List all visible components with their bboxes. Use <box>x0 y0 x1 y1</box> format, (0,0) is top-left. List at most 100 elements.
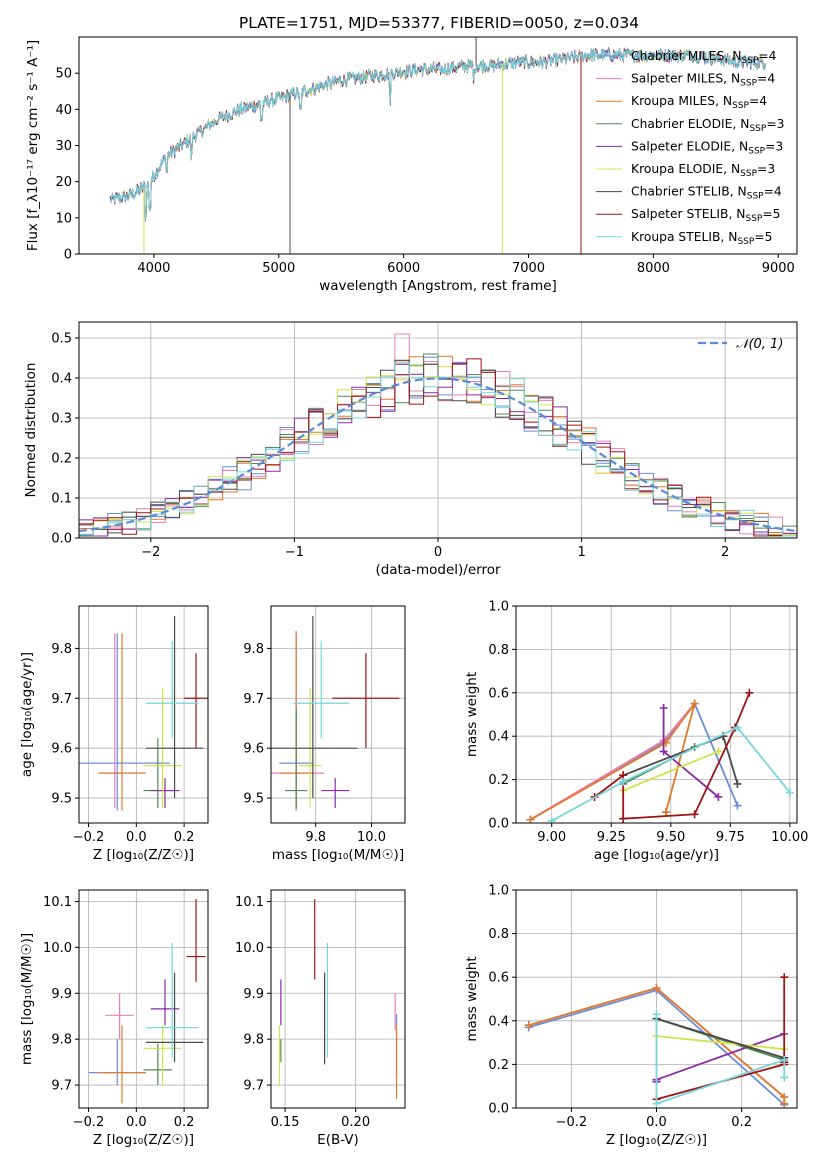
z_age-frame <box>78 605 209 824</box>
age_weight-marker <box>733 723 742 732</box>
spectrum-legend-label: Kroupa STELIB, NSSP=5 <box>631 230 772 247</box>
z_weight-series-kroupa_stelib <box>652 1010 789 1108</box>
age_weight-xtick-label: 10.00 <box>771 830 808 845</box>
z_age-xtick-label: 0.0 <box>126 830 147 845</box>
age_weight-frame <box>515 605 798 824</box>
ebv_mass-ytick-label: 10.0 <box>235 941 264 956</box>
z_weight-marker <box>780 1073 789 1082</box>
z_age-errorbar-chabrier_miles <box>79 633 170 811</box>
z_mass-xtick-label: −0.2 <box>73 1115 105 1130</box>
z_weight-frame <box>515 889 798 1109</box>
z_age-ytick-label: 9.7 <box>51 692 72 707</box>
spectrum-xlabel: wavelength [Angstrom, rest frame] <box>319 278 557 294</box>
mass_age-frame <box>270 605 406 824</box>
spectrum-xtick-label: 6000 <box>387 261 420 276</box>
age_weight-series-salpeter_elodie <box>659 703 723 801</box>
z_weight-ytick-label: 1.0 <box>488 884 509 899</box>
age_weight-marker <box>526 815 535 823</box>
residuals-ytick-label: 0.1 <box>51 492 72 507</box>
age_weight-marker <box>547 816 556 823</box>
spectrum-ytick-label: 20 <box>55 175 72 190</box>
residuals-legend-label: 𝒩(0, 1) <box>736 337 783 352</box>
residuals-ytick-label: 0.2 <box>51 452 72 467</box>
ebv_mass-ytick-label: 9.7 <box>243 1079 264 1094</box>
z_age-errorbar-chabrier_stelib <box>145 615 204 799</box>
residuals-ytick-label: 0.5 <box>51 332 72 347</box>
age_weight-marker <box>714 747 723 756</box>
mass_age-xlabel: mass [log₁₀(M/M☉)] <box>272 847 404 863</box>
age_weight-xtick-label: 9.25 <box>597 830 626 845</box>
residuals-normal-curve <box>79 377 797 533</box>
z_age-xtick-label: −0.2 <box>73 830 105 845</box>
z_weight-ytick-label: 0.8 <box>488 927 509 942</box>
age_weight-line <box>594 692 751 820</box>
ebv_mass-xlabel: E(B-V) <box>317 1132 359 1148</box>
residuals-hist-chabrier_stelib <box>79 359 797 537</box>
z_weight-marker <box>780 973 789 982</box>
z_mass-xtick-label: 0.2 <box>174 1115 195 1130</box>
spectrum-legend-entry: Salpeter STELIB, NSSP=5 <box>596 207 781 224</box>
z_weight-marker <box>524 1021 533 1030</box>
z_mass-errorbar-kroupa_stelib <box>145 942 199 1058</box>
age_weight-marker <box>690 810 699 819</box>
age_weight-marker <box>662 808 671 817</box>
residuals-xtick-label: 1 <box>577 545 585 560</box>
z_weight-ytick-label: 0.0 <box>488 1102 509 1117</box>
spectrum-ylabel: Flux [f_λ10⁻¹⁷ erg cm⁻² s⁻¹ A⁻¹] <box>25 40 41 251</box>
age_weight-line <box>551 726 791 822</box>
z_age-errorbar-salpeter_stelib <box>184 653 208 749</box>
age_weight-line <box>622 750 719 792</box>
spectrum-legend-entry: Kroupa STELIB, NSSP=5 <box>596 230 772 247</box>
age_weight-marker <box>690 699 699 708</box>
z_weight-xlabel: Z [log₁₀(Z/Z☉)] <box>606 1132 707 1148</box>
age_weight-xtick-label: 9.50 <box>656 830 685 845</box>
age_weight-marker <box>745 688 754 697</box>
spectrum-ytick-label: 30 <box>55 139 72 154</box>
mass_age-ytick-label: 9.6 <box>243 742 264 757</box>
z_mass-errorbar-kroupa_elodie <box>143 1025 182 1086</box>
z_age-ylabel: age [log₁₀(age/yr)] <box>19 652 35 777</box>
mass_age-ytick-label: 9.8 <box>243 642 264 657</box>
z_weight-line <box>656 1017 785 1059</box>
spectrum-xtick-label: 7000 <box>512 261 545 276</box>
residuals-hist-chabrier_miles <box>79 356 797 537</box>
ebv_mass-ytick-label: 9.8 <box>243 1033 264 1048</box>
ebv_mass-ytick-label: 9.9 <box>243 987 264 1002</box>
residuals-xtick-label: −2 <box>141 545 160 560</box>
mass_age-xtick-label: 9.8 <box>305 830 326 845</box>
age_weight-marker <box>619 814 628 823</box>
z_mass-frame <box>78 889 209 1109</box>
z_weight-ytick-label: 0.4 <box>488 1014 509 1029</box>
age_weight-marker <box>785 788 794 797</box>
residuals-xtick-label: −1 <box>285 545 304 560</box>
residuals-ytick-label: 0.4 <box>51 372 72 387</box>
z_mass-ylabel: mass [log₁₀(M/M☉)] <box>19 933 35 1065</box>
spectrum-legend-label: Salpeter STELIB, NSSP=5 <box>631 207 781 224</box>
age_weight-marker <box>714 792 723 801</box>
age_weight-ytick-label: 0.2 <box>488 773 509 788</box>
mass_age-ytick-label: 9.5 <box>243 792 264 807</box>
z_weight-xtick-label: 0.0 <box>646 1115 667 1130</box>
spectrum-legend-label: Kroupa MILES, NSSP=4 <box>631 94 767 111</box>
mass_age-errorbar-salpeter_stelib <box>332 653 400 749</box>
ebv_mass-xtick-label: 0.20 <box>341 1115 370 1130</box>
z_weight-marker <box>652 1099 661 1108</box>
z_mass-ytick-label: 10.0 <box>43 941 72 956</box>
spectrum-legend-label: Salpeter MILES, NSSP=4 <box>631 72 775 89</box>
z_age-ytick-label: 9.6 <box>51 742 72 757</box>
spectrum-legend-entry: Chabrier ELODIE, NSSP=3 <box>596 117 784 134</box>
age_weight-xlabel: age [log₁₀(age/yr)] <box>594 847 719 863</box>
mass_age-errorbar-salpeter_elodie <box>321 778 350 809</box>
spectrum-frame <box>78 36 798 255</box>
age_weight-marker <box>619 777 628 786</box>
residuals-frame <box>78 321 798 539</box>
ebv_mass-xtick-label: 0.15 <box>271 1115 300 1130</box>
age_weight-ytick-label: 0.8 <box>488 643 509 658</box>
mass_age-ytick-label: 9.7 <box>243 692 264 707</box>
z_mass-xlabel: Z [log₁₀(Z/Z☉)] <box>93 1132 194 1148</box>
residuals-hist-kroupa_stelib <box>79 362 797 537</box>
z_weight-ytick-label: 0.2 <box>488 1058 509 1073</box>
spectrum-ytick-label: 40 <box>55 103 72 118</box>
spectrum-xtick-label: 9000 <box>762 261 795 276</box>
